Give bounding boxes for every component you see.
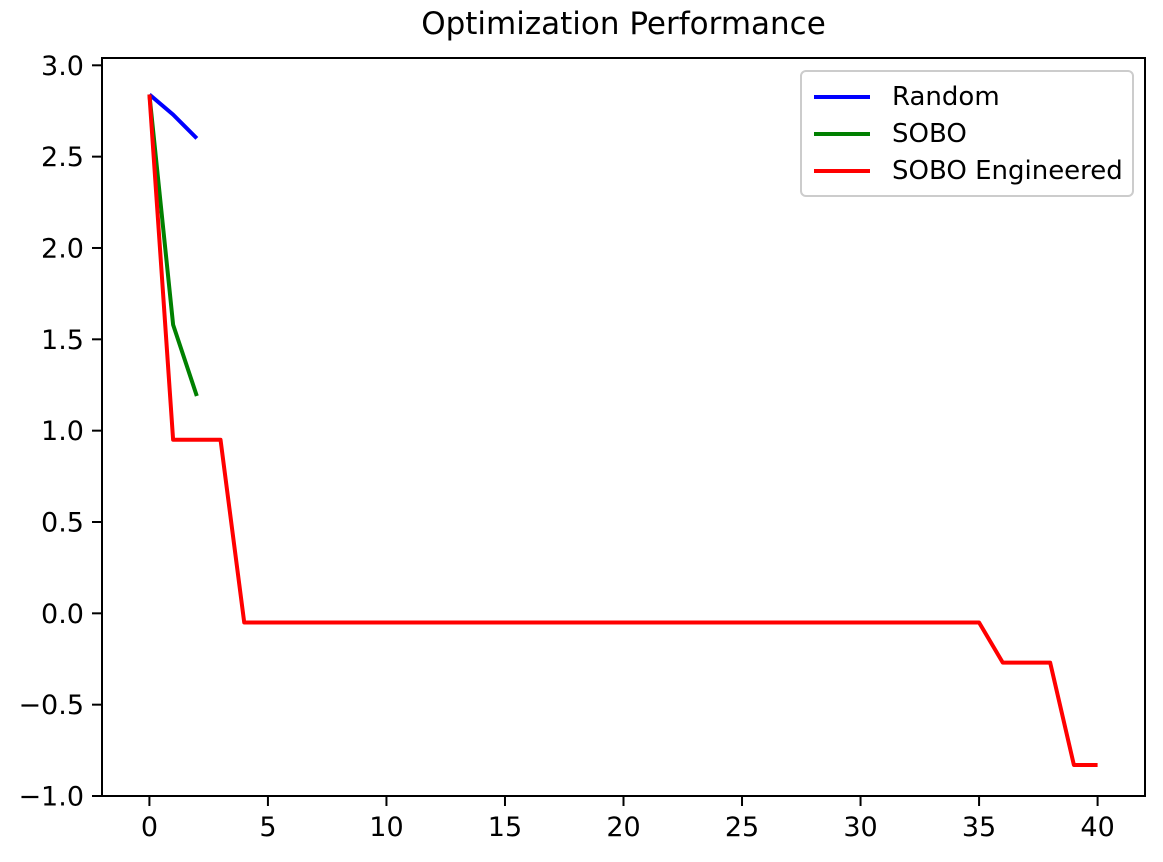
x-tick-label: 40 bbox=[1080, 812, 1114, 843]
y-tick-label: −0.5 bbox=[18, 690, 84, 721]
x-tick-label: 15 bbox=[488, 812, 522, 843]
y-tick-label: 2.5 bbox=[41, 142, 84, 173]
legend-item-random: Random bbox=[814, 82, 1120, 112]
x-tick-label: 10 bbox=[369, 812, 403, 843]
series-line-sobo bbox=[147, 94, 199, 397]
y-tick-label: 1.5 bbox=[41, 325, 84, 356]
series-line-sobo-engineered bbox=[147, 94, 1098, 767]
legend-item-sobo: SOBO bbox=[814, 119, 1120, 149]
y-tick-label: −1.0 bbox=[18, 782, 84, 813]
legend-label-random: Random bbox=[892, 81, 1000, 112]
y-tick-label: 0.5 bbox=[41, 507, 84, 538]
sobo-engineered-line-swatch bbox=[814, 168, 870, 173]
legend-label-sobo: SOBO bbox=[892, 118, 967, 149]
x-tick-label: 20 bbox=[606, 812, 640, 843]
y-tick-label: 2.0 bbox=[41, 233, 84, 264]
legend-item-sobo-engineered: SOBO Engineered bbox=[814, 155, 1123, 186]
y-tick-label: 1.0 bbox=[41, 416, 84, 447]
chart-title: Optimization Performance bbox=[421, 6, 826, 42]
sobo-line-swatch bbox=[814, 131, 870, 136]
x-tick-label: 5 bbox=[259, 812, 276, 843]
y-tick-label: 0.0 bbox=[41, 599, 84, 630]
series-line-random bbox=[148, 93, 199, 140]
legend: Random SOBO SOBO Engineered bbox=[800, 70, 1134, 197]
x-tick-label: 25 bbox=[725, 812, 759, 843]
x-tick-label: 30 bbox=[843, 812, 877, 843]
y-tick-label: 3.0 bbox=[41, 51, 84, 82]
random-line-swatch bbox=[814, 94, 870, 99]
legend-label-sobo-engineered: SOBO Engineered bbox=[892, 155, 1123, 186]
x-tick-label: 35 bbox=[962, 812, 996, 843]
x-tick-label: 0 bbox=[141, 812, 158, 843]
